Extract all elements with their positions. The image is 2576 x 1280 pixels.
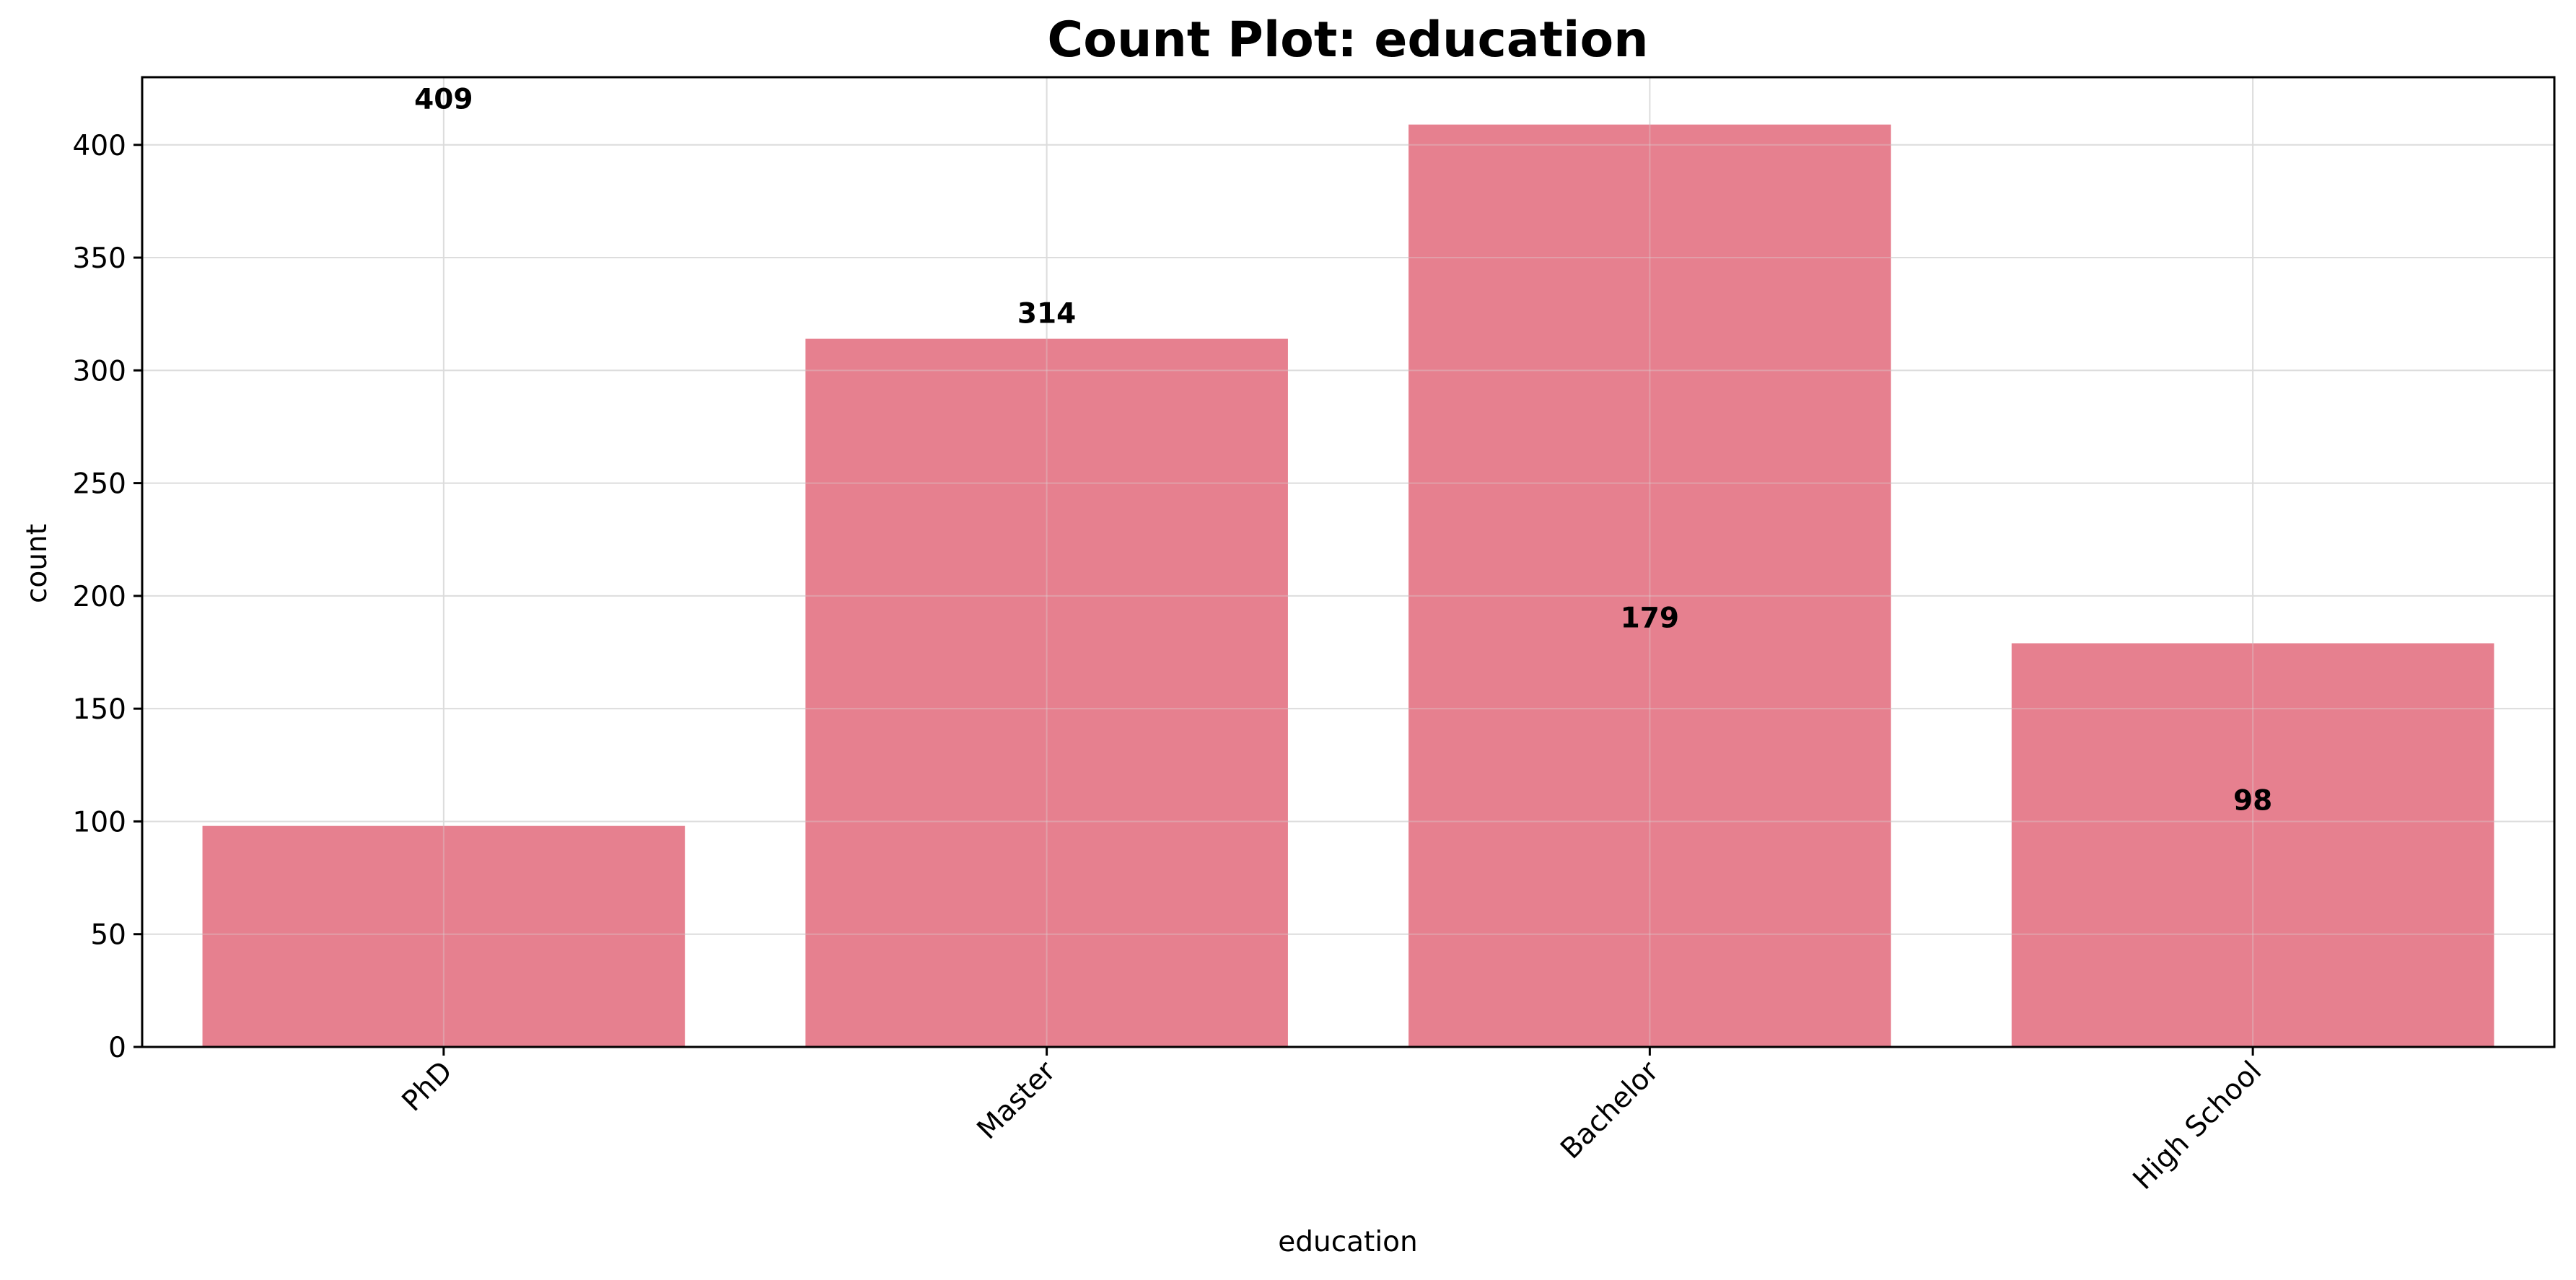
x-tick-label: PhD <box>396 1055 459 1118</box>
bar-high-school <box>2011 643 2494 1047</box>
y-tick-label: 100 <box>73 806 126 838</box>
bar-phd <box>202 825 685 1047</box>
y-tick-label: 300 <box>73 355 126 387</box>
bar-data-label: 409 <box>414 84 473 116</box>
bar-data-label: 98 <box>2233 785 2272 817</box>
x-tick-label: Master <box>971 1055 1063 1147</box>
bar-bachelor <box>1409 124 1891 1047</box>
chart-title: Count Plot: education <box>1047 12 1648 69</box>
x-axis-label: education <box>1278 1226 1418 1258</box>
y-tick-label: 400 <box>73 130 126 162</box>
bar-data-label: 314 <box>1017 298 1076 330</box>
bar-layer <box>142 77 2554 1048</box>
x-tick-label: High School <box>2127 1055 2269 1196</box>
plot-frame <box>141 76 2556 1048</box>
y-tick-label: 0 <box>108 1032 126 1064</box>
y-tick-label: 250 <box>73 468 126 501</box>
label-layer: 409 314 179 98 <box>414 84 2272 817</box>
y-tick-label: 150 <box>73 693 126 726</box>
y-axis-label: count <box>21 524 53 603</box>
y-tick-label: 350 <box>73 242 126 275</box>
bar-master <box>805 338 1288 1047</box>
bar-data-label: 179 <box>1621 602 1679 635</box>
y-tick-label: 200 <box>73 581 126 613</box>
x-tick-label: Bachelor <box>1554 1055 1665 1166</box>
y-tick-label: 50 <box>90 919 126 952</box>
